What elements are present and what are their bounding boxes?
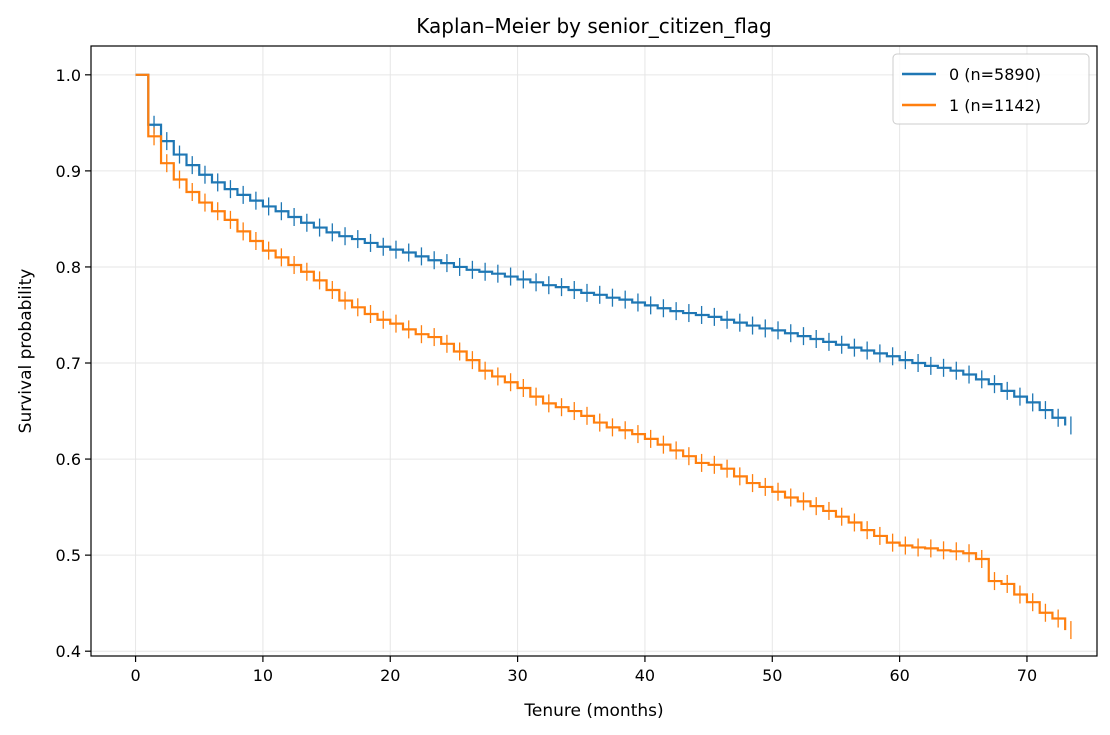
x-tick-label: 60 xyxy=(889,666,909,685)
y-tick-label: 0.4 xyxy=(56,642,81,661)
y-tick-label: 1.0 xyxy=(56,66,81,85)
tick-layer: 0 10 20 30 40 50 60 70 0.4 0.5 0.6 0.7 0.8 0.9 1.0 xyxy=(56,66,1038,685)
series-1 xyxy=(135,73,1072,640)
x-tick-label: 0 xyxy=(130,666,140,685)
series-0 xyxy=(135,73,1072,435)
legend: 0 (n=5890) 1 (n=1142) xyxy=(892,53,1090,125)
x-tick-label: 40 xyxy=(635,666,655,685)
grid-layer xyxy=(91,46,1097,656)
y-axis-label: Survival probability xyxy=(16,269,36,434)
plot-frame xyxy=(90,45,1098,657)
series-line xyxy=(135,73,1067,426)
x-tick-label: 70 xyxy=(1017,666,1037,685)
x-axis-label: Tenure (months) xyxy=(523,701,663,721)
y-tick-label: 0.8 xyxy=(56,258,81,277)
legend-label: 1 (n=1142) xyxy=(949,96,1041,115)
x-tick-label: 30 xyxy=(507,666,527,685)
series-layer xyxy=(135,73,1072,640)
y-tick-label: 0.7 xyxy=(56,354,81,373)
y-tick-label: 0.9 xyxy=(56,162,81,181)
legend-label: 0 (n=5890) xyxy=(949,65,1041,84)
legend-box xyxy=(892,53,1090,125)
chart-title: Kaplan–Meier by senior_citizen_flag xyxy=(416,14,772,38)
x-tick-label: 10 xyxy=(253,666,273,685)
x-tick-label: 50 xyxy=(762,666,782,685)
x-tick-label: 20 xyxy=(380,666,400,685)
y-tick-label: 0.6 xyxy=(56,450,81,469)
y-tick-label: 0.5 xyxy=(56,546,81,565)
series-line xyxy=(135,73,1067,631)
